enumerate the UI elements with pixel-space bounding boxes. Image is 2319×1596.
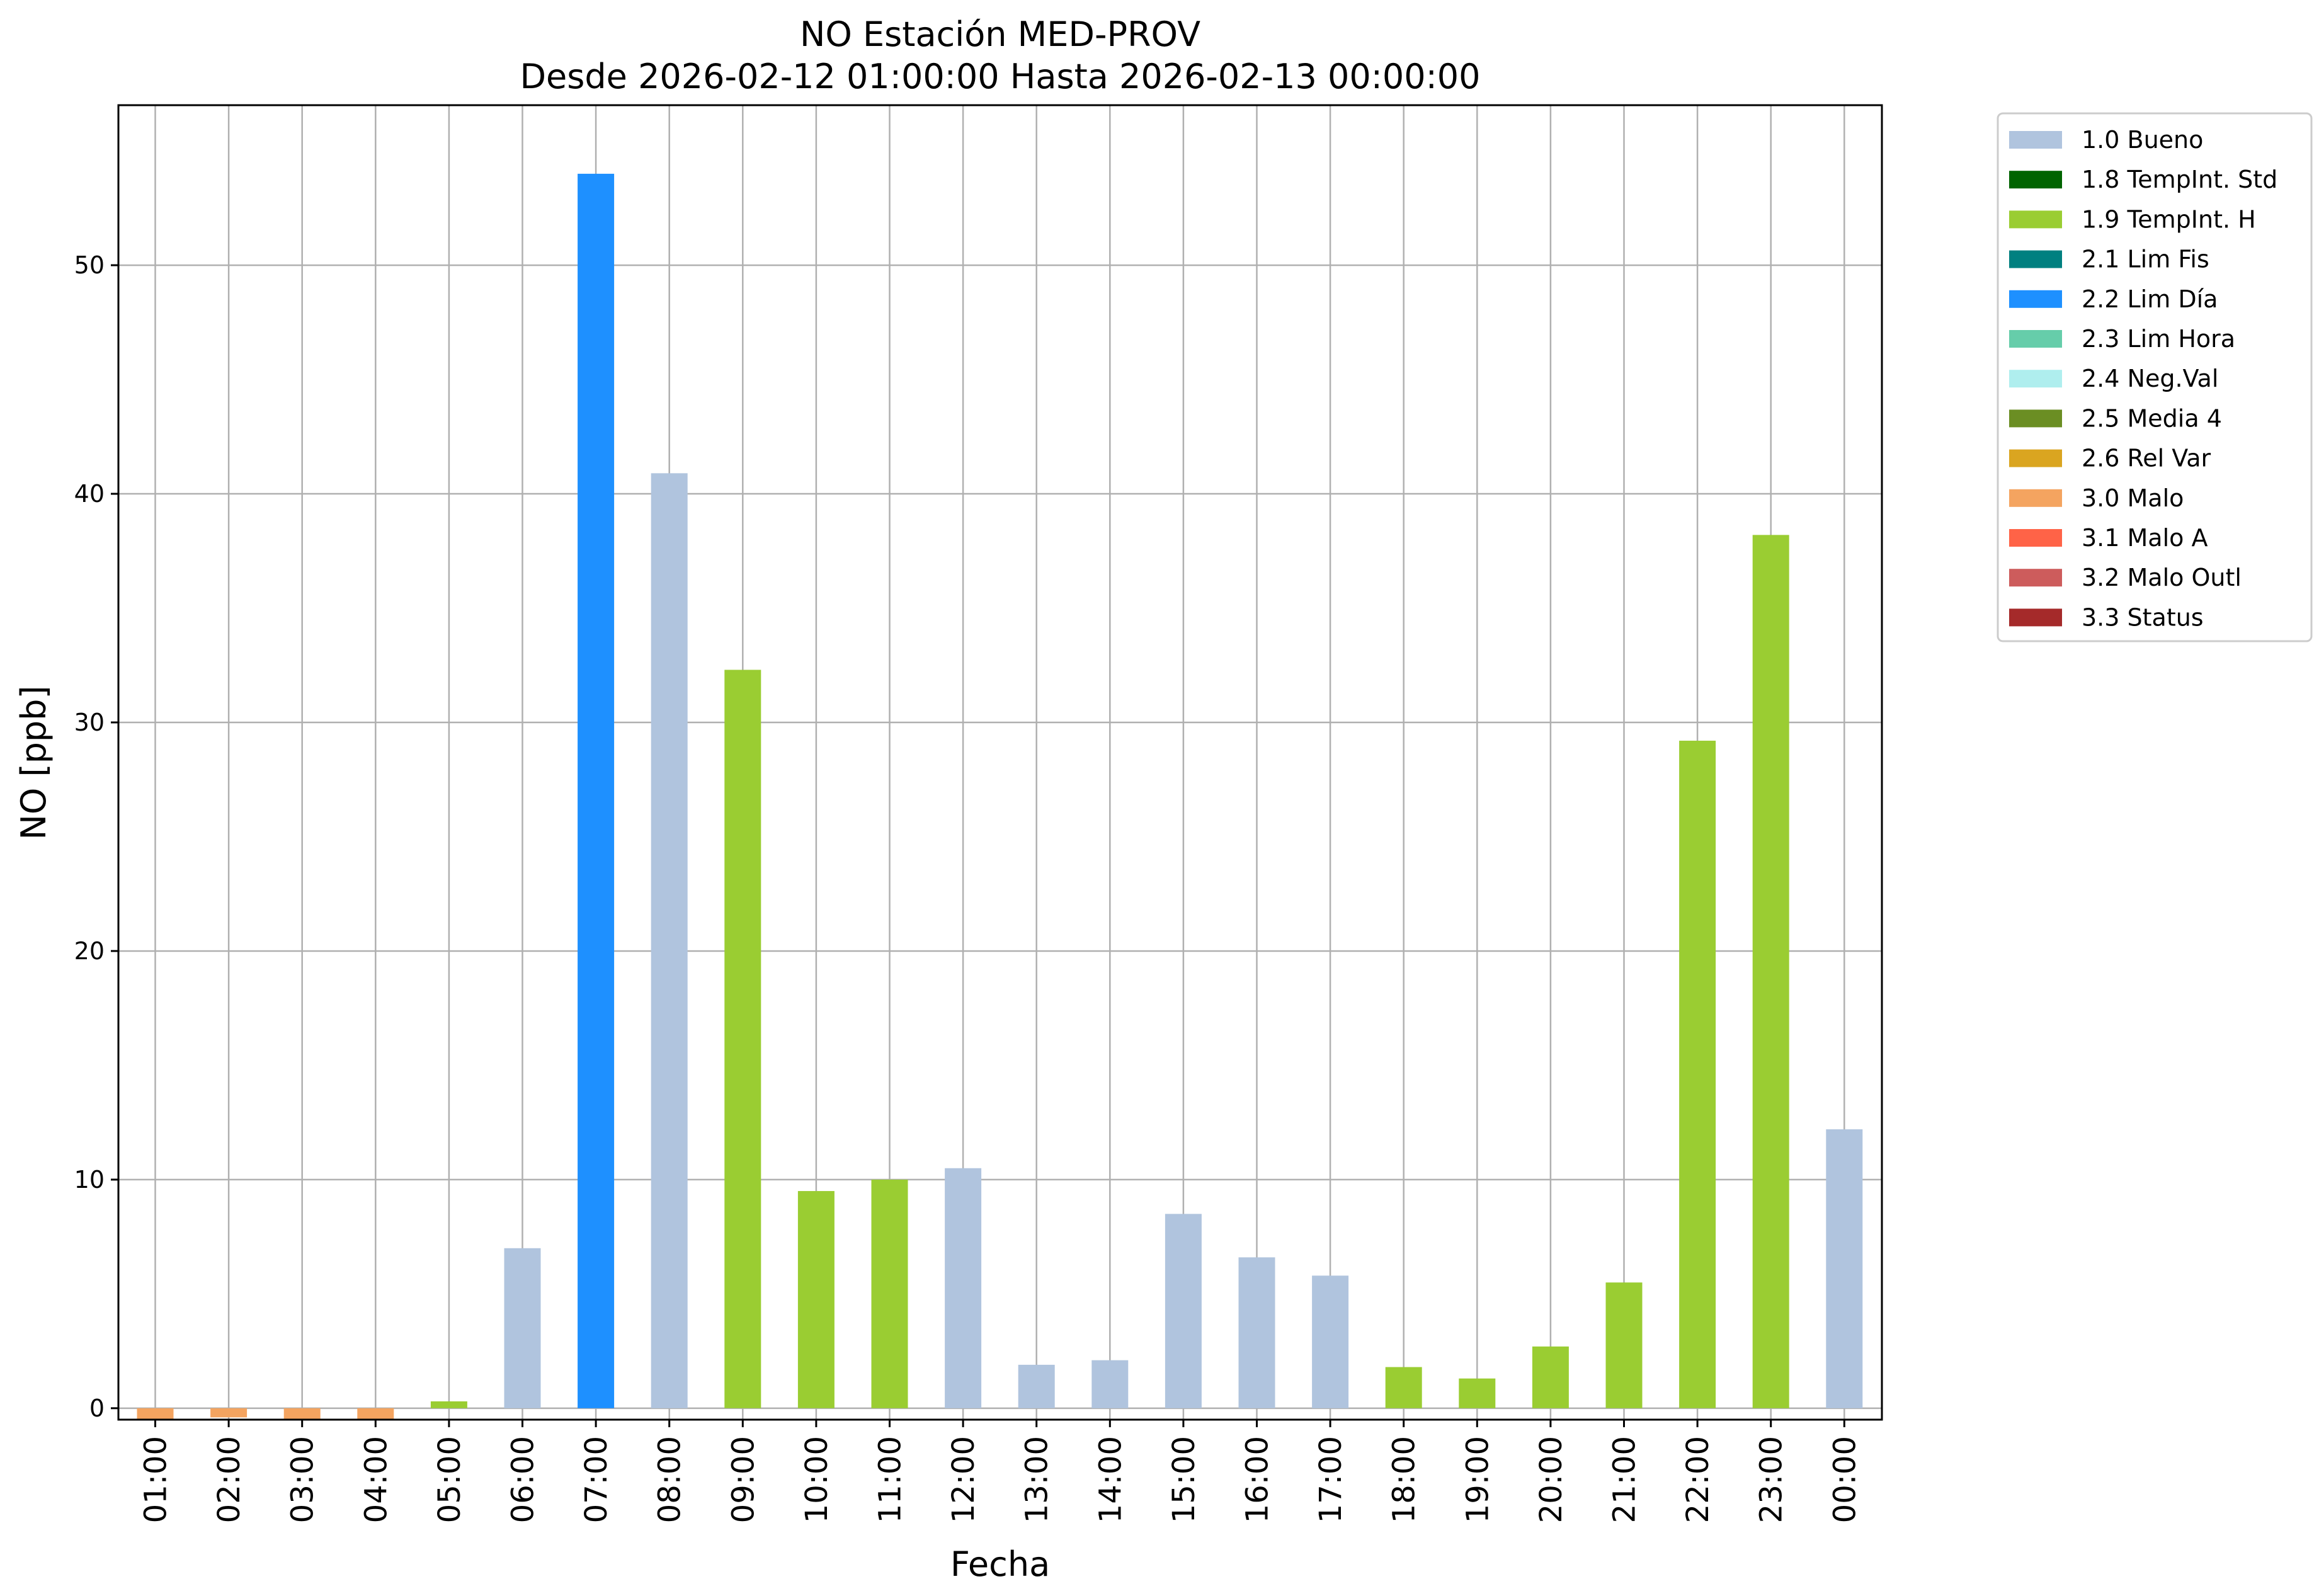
x-tick-label: 04:00 bbox=[358, 1436, 394, 1523]
bar-1100 bbox=[871, 1179, 908, 1408]
y-tick-label: 50 bbox=[74, 251, 105, 279]
x-tick-label: 05:00 bbox=[432, 1436, 467, 1523]
bar-2100 bbox=[1605, 1282, 1643, 1408]
bar-1600 bbox=[1238, 1257, 1275, 1408]
bar-0300 bbox=[283, 1408, 321, 1420]
legend-swatch bbox=[2009, 290, 2062, 308]
y-axis-ticks: 0 10 20 30 40 50 bbox=[74, 251, 118, 1422]
legend-label: 3.2 Malo Outl bbox=[2082, 564, 2242, 591]
bar-1800 bbox=[1385, 1367, 1422, 1408]
x-tick-label: 19:00 bbox=[1460, 1436, 1495, 1523]
y-tick-label: 20 bbox=[74, 937, 105, 965]
x-tick-label: 09:00 bbox=[726, 1436, 761, 1523]
bar-0900 bbox=[724, 670, 761, 1408]
legend-swatch bbox=[2009, 330, 2062, 348]
x-tick-label: 03:00 bbox=[285, 1436, 321, 1523]
legend-swatch bbox=[2009, 210, 2062, 229]
x-axis-ticks: 01:00 02:00 03:00 04:00 05:00 06:00 07:00 08:00… bbox=[139, 1420, 1862, 1523]
bar-2300 bbox=[1752, 535, 1789, 1408]
bar-0600 bbox=[504, 1248, 541, 1408]
x-tick-label: 21:00 bbox=[1607, 1436, 1643, 1523]
x-tick-label: 11:00 bbox=[873, 1436, 908, 1523]
legend-swatch bbox=[2009, 608, 2062, 627]
legend-label: 1.8 TempInt. Std bbox=[2082, 166, 2277, 193]
y-tick-label: 0 bbox=[89, 1394, 105, 1422]
legend-label: 3.0 Malo bbox=[2082, 484, 2184, 512]
legend-swatch bbox=[2009, 171, 2062, 189]
x-tick-label: 16:00 bbox=[1240, 1436, 1275, 1523]
x-tick-label: 07:00 bbox=[579, 1436, 614, 1523]
y-tick-label: 40 bbox=[74, 480, 105, 508]
x-tick-label: 06:00 bbox=[506, 1436, 541, 1523]
legend-swatch bbox=[2009, 449, 2062, 467]
bar-1500 bbox=[1165, 1214, 1202, 1408]
bar-1700 bbox=[1312, 1275, 1349, 1408]
x-tick-label: 13:00 bbox=[1020, 1436, 1055, 1523]
y-tick-label: 30 bbox=[74, 709, 105, 736]
legend-box bbox=[1997, 112, 2313, 642]
legend-label: 3.1 Malo A bbox=[2082, 524, 2208, 552]
bar-0400 bbox=[357, 1408, 394, 1420]
bar-1400 bbox=[1091, 1360, 1129, 1408]
legend-label: 2.5 Media 4 bbox=[2082, 404, 2222, 432]
legend-label: 2.3 Lim Hora bbox=[2082, 325, 2235, 353]
grid-lines bbox=[118, 105, 1882, 1420]
legend-label: 3.3 Status bbox=[2082, 603, 2204, 631]
x-tick-label: 22:00 bbox=[1680, 1436, 1716, 1523]
legend-label: 1.0 Bueno bbox=[2082, 126, 2203, 154]
legend-label: 2.4 Neg.Val bbox=[2082, 365, 2218, 392]
legend-label: 2.6 Rel Var bbox=[2082, 445, 2211, 472]
x-tick-label: 01:00 bbox=[139, 1436, 174, 1523]
bar-2000 bbox=[1532, 1346, 1569, 1408]
legend: 1.0 Bueno 1.8 TempInt. Std 1.9 TempInt. H 2… bbox=[1997, 112, 2313, 642]
x-tick-label: 10:00 bbox=[799, 1436, 835, 1523]
bar-0500 bbox=[430, 1401, 467, 1408]
legend-label: 1.9 TempInt. H bbox=[2082, 205, 2256, 233]
bar-2200 bbox=[1679, 741, 1716, 1408]
y-axis-label: NO [ppb] bbox=[14, 685, 54, 840]
bars bbox=[137, 173, 1863, 1420]
x-tick-label: 18:00 bbox=[1387, 1436, 1422, 1523]
bar-0700 bbox=[578, 173, 615, 1408]
x-axis-label: Fecha bbox=[950, 1544, 1050, 1584]
legend-swatch bbox=[2009, 569, 2062, 587]
plot-frame bbox=[117, 104, 1883, 1421]
x-tick-label: 14:00 bbox=[1093, 1436, 1128, 1523]
x-tick-label: 00:00 bbox=[1827, 1436, 1862, 1523]
legend-label: 2.2 Lim Día bbox=[2082, 285, 2218, 313]
x-tick-label: 20:00 bbox=[1534, 1436, 1569, 1523]
bar-1300 bbox=[1018, 1364, 1055, 1408]
x-tick-label: 15:00 bbox=[1166, 1436, 1202, 1523]
bar-0200 bbox=[210, 1408, 248, 1418]
bar-0100 bbox=[137, 1408, 174, 1420]
legend-swatch bbox=[2009, 250, 2062, 268]
x-tick-label: 02:00 bbox=[212, 1436, 247, 1523]
bar-0800 bbox=[651, 473, 688, 1408]
legend-swatch bbox=[2009, 370, 2062, 388]
legend-swatch bbox=[2009, 409, 2062, 428]
y-tick-label: 10 bbox=[74, 1166, 105, 1194]
x-tick-label: 23:00 bbox=[1754, 1436, 1789, 1523]
chart-title: NO Estación MED-PROV bbox=[800, 14, 1200, 54]
x-tick-label: 08:00 bbox=[652, 1436, 688, 1523]
legend-swatch bbox=[2009, 489, 2062, 507]
chart-subtitle: Desde 2026-02-12 01:00:00 Hasta 2026-02-… bbox=[520, 57, 1480, 96]
legend-label: 2.1 Lim Fis bbox=[2082, 246, 2209, 273]
x-tick-label: 17:00 bbox=[1313, 1436, 1348, 1523]
bar-1200 bbox=[945, 1168, 982, 1408]
legend-swatch bbox=[2009, 529, 2062, 547]
bar-1900 bbox=[1459, 1378, 1496, 1408]
legend-swatch bbox=[2009, 131, 2062, 149]
x-tick-label: 12:00 bbox=[946, 1436, 981, 1523]
bar-0000 bbox=[1826, 1129, 1863, 1408]
bar-1000 bbox=[797, 1191, 835, 1408]
